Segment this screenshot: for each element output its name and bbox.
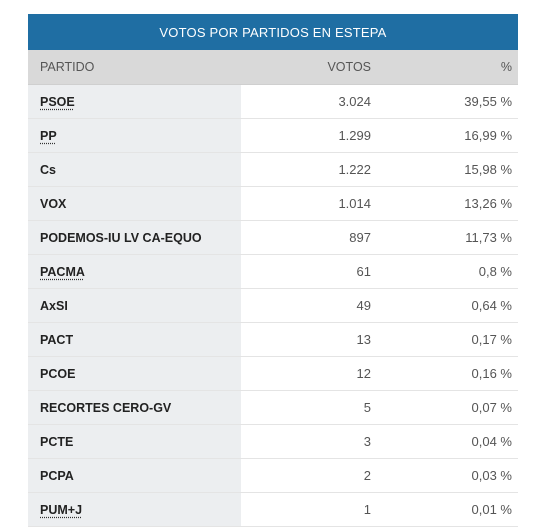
- header-pct: %: [500, 60, 512, 74]
- table-row: PUM+J 1 0,01 %: [28, 493, 518, 527]
- pct-cell: 0,8 %: [371, 255, 518, 288]
- party-cell: PP: [28, 119, 241, 152]
- party-name: PCPA: [40, 468, 74, 483]
- pct-cell: 11,73 %: [371, 221, 518, 254]
- party-name: PODEMOS-IU LV CA-EQUO: [40, 230, 202, 245]
- party-link[interactable]: PACMA: [40, 264, 85, 279]
- party-cell: PACMA: [28, 255, 241, 288]
- party-cell: PODEMOS-IU LV CA-EQUO: [28, 221, 241, 254]
- table-row: PACMA 61 0,8 %: [28, 255, 518, 289]
- pct-cell: 0,01 %: [371, 493, 518, 526]
- votes-table: VOTOS POR PARTIDOS EN ESTEPA PARTIDO VOT…: [28, 14, 518, 527]
- party-name: PCOE: [40, 366, 76, 381]
- pct-cell: 0,64 %: [371, 289, 518, 322]
- table-body: PSOE 3.024 39,55 % PP 1.299 16,99 % Cs 1.222 15,…: [28, 85, 518, 527]
- party-name: AxSI: [40, 298, 68, 313]
- table-row: PP 1.299 16,99 %: [28, 119, 518, 153]
- votes-cell: 12: [241, 357, 371, 390]
- party-name: RECORTES CERO-GV: [40, 400, 172, 415]
- pct-cell: 0,07 %: [371, 391, 518, 424]
- party-cell: Cs: [28, 153, 241, 186]
- votes-cell: 3.024: [241, 85, 371, 118]
- pct-cell: 13,26 %: [371, 187, 518, 220]
- party-link[interactable]: PUM+J: [40, 502, 83, 517]
- votes-cell: 2: [241, 459, 371, 492]
- header-votes: VOTOS: [327, 60, 371, 74]
- votes-cell: 1.014: [241, 187, 371, 220]
- table-row: PCPA 2 0,03 %: [28, 459, 518, 493]
- votes-cell: 897: [241, 221, 371, 254]
- pct-cell: 39,55 %: [371, 85, 518, 118]
- votes-cell: 1.222: [241, 153, 371, 186]
- pct-cell: 0,17 %: [371, 323, 518, 356]
- table-row: AxSI 49 0,64 %: [28, 289, 518, 323]
- votes-cell: 61: [241, 255, 371, 288]
- party-cell: PCPA: [28, 459, 241, 492]
- table-header-row: PARTIDO VOTOS %: [28, 50, 518, 85]
- party-name: Cs: [40, 162, 56, 177]
- votes-cell: 1.299: [241, 119, 371, 152]
- party-cell: AxSI: [28, 289, 241, 322]
- party-cell: PSOE: [28, 85, 241, 118]
- party-cell: PCTE: [28, 425, 241, 458]
- header-party: PARTIDO: [40, 60, 95, 74]
- table-row: Cs 1.222 15,98 %: [28, 153, 518, 187]
- pct-cell: 0,03 %: [371, 459, 518, 492]
- table-row: RECORTES CERO-GV 5 0,07 %: [28, 391, 518, 425]
- pct-cell: 15,98 %: [371, 153, 518, 186]
- table-title: VOTOS POR PARTIDOS EN ESTEPA: [28, 14, 518, 50]
- votes-cell: 5: [241, 391, 371, 424]
- votes-cell: 3: [241, 425, 371, 458]
- table-row: PCOE 12 0,16 %: [28, 357, 518, 391]
- party-cell: PACT: [28, 323, 241, 356]
- party-cell: RECORTES CERO-GV: [28, 391, 241, 424]
- table-row: PCTE 3 0,04 %: [28, 425, 518, 459]
- party-cell: VOX: [28, 187, 241, 220]
- party-cell: PUM+J: [28, 493, 241, 526]
- party-link[interactable]: PP: [40, 128, 57, 143]
- party-link[interactable]: PSOE: [40, 94, 75, 109]
- pct-cell: 0,16 %: [371, 357, 518, 390]
- party-name: PACT: [40, 332, 74, 347]
- party-cell: PCOE: [28, 357, 241, 390]
- pct-cell: 0,04 %: [371, 425, 518, 458]
- votes-cell: 13: [241, 323, 371, 356]
- votes-cell: 49: [241, 289, 371, 322]
- party-name: VOX: [40, 196, 67, 211]
- party-name: PCTE: [40, 434, 74, 449]
- table-row: PACT 13 0,17 %: [28, 323, 518, 357]
- table-row: PSOE 3.024 39,55 %: [28, 85, 518, 119]
- pct-cell: 16,99 %: [371, 119, 518, 152]
- votes-cell: 1: [241, 493, 371, 526]
- table-row: VOX 1.014 13,26 %: [28, 187, 518, 221]
- table-row: PODEMOS-IU LV CA-EQUO 897 11,73 %: [28, 221, 518, 255]
